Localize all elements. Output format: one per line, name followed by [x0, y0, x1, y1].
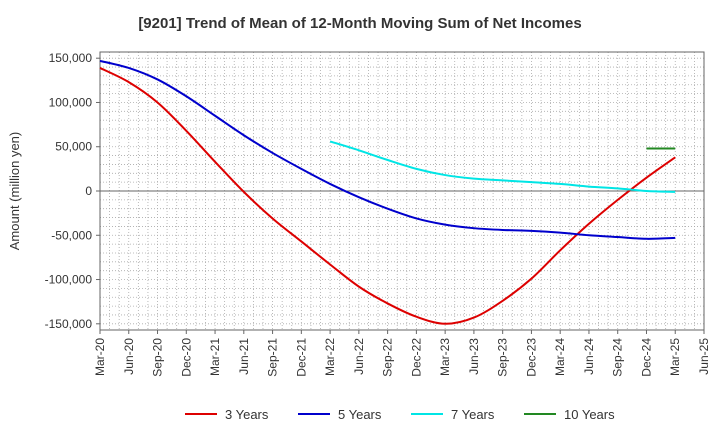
x-tick-label: Mar-24 [553, 338, 567, 376]
legend-label-5-years: 5 Years [338, 407, 382, 422]
y-tick-label: -50,000 [51, 228, 92, 242]
x-tick-label: Sep-20 [151, 338, 165, 377]
x-tick-label: Jun-23 [467, 338, 481, 375]
x-tick-label: Sep-23 [496, 338, 510, 377]
x-tick-label: Dec-22 [409, 338, 423, 377]
series-line-3-years [99, 67, 676, 325]
x-tick-label: Dec-21 [294, 338, 308, 377]
x-tick-label: Mar-23 [438, 338, 452, 376]
y-tick-label: 50,000 [55, 140, 92, 154]
x-tick-label: Sep-24 [611, 338, 625, 377]
y-tick-label: -100,000 [45, 273, 93, 287]
x-tick-label: Dec-20 [179, 338, 193, 377]
x-tick-label: Jun-22 [352, 338, 366, 375]
legend-label-7-years: 7 Years [451, 407, 495, 422]
x-axis: Mar-20 Jun-20 Sep-20 Dec-20 Mar-21 Jun-21 Sep-… [93, 330, 711, 377]
legend-label-3-years: 3 Years [225, 407, 269, 422]
series-lines [99, 59, 676, 325]
x-tick-label: Jun-21 [237, 338, 251, 375]
x-tick-label: Jun-24 [582, 338, 596, 375]
x-tick-label: Mar-20 [93, 338, 107, 376]
y-axis: 150,000 100,000 50,000 0 -50,000 -100,000 -150… [45, 51, 100, 331]
series-line-7-years [329, 140, 676, 193]
x-tick-label: Mar-25 [668, 338, 682, 376]
x-tick-label: Sep-21 [266, 338, 280, 377]
x-tick-label: Mar-21 [208, 338, 222, 376]
series-line-5-years [99, 59, 676, 240]
grid-lines [99, 52, 705, 330]
legend: 3 Years 5 Years 7 Years 10 Years [185, 407, 615, 422]
chart-title: [9201] Trend of Mean of 12-Month Moving … [138, 15, 582, 32]
y-tick-label: 0 [85, 184, 92, 198]
legend-label-10-years: 10 Years [564, 407, 615, 422]
x-tick-label: Jun-25 [697, 338, 711, 375]
x-tick-label: Dec-24 [639, 338, 653, 377]
y-tick-label: -150,000 [45, 317, 93, 331]
x-tick-label: Mar-22 [323, 338, 337, 376]
x-tick-label: Sep-22 [381, 338, 395, 377]
x-tick-label: Dec-23 [524, 338, 538, 377]
y-axis-title: Amount (million yen) [7, 132, 22, 251]
y-tick-label: 100,000 [49, 95, 93, 109]
y-tick-label: 150,000 [49, 51, 93, 65]
x-tick-label: Jun-20 [122, 338, 136, 375]
